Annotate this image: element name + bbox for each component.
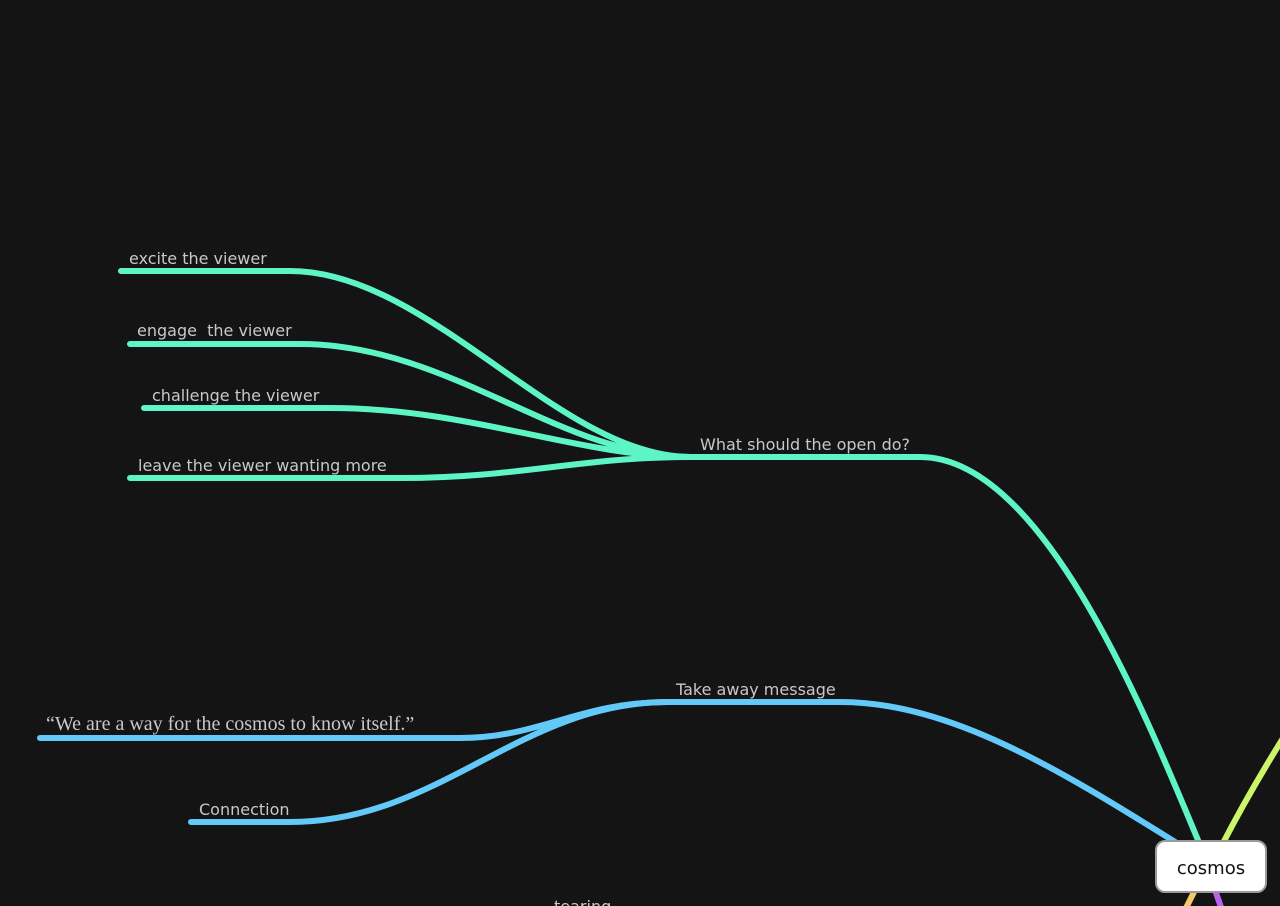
node-label[interactable]: tearing xyxy=(554,897,611,906)
branch xyxy=(665,699,1183,848)
node-label[interactable]: engage the viewer xyxy=(137,321,292,340)
node-label[interactable]: excite the viewer xyxy=(129,249,267,268)
branches xyxy=(37,268,1280,906)
branch xyxy=(188,699,671,825)
branch xyxy=(141,405,693,460)
node-label[interactable]: Connection xyxy=(199,800,290,819)
node-label[interactable]: challenge the viewer xyxy=(152,386,320,405)
branch xyxy=(687,454,1203,848)
node-label[interactable]: “We are a way for the cosmos to know its… xyxy=(46,713,414,735)
node-label[interactable]: What should the open do? xyxy=(700,435,910,454)
branch xyxy=(127,454,693,481)
branch xyxy=(118,268,693,460)
root-label[interactable]: cosmos xyxy=(1177,858,1245,879)
branch xyxy=(1219,737,1280,848)
branch xyxy=(1183,887,1198,906)
node-label[interactable]: Take away message xyxy=(675,680,836,699)
branch xyxy=(1212,887,1224,906)
root-node[interactable] xyxy=(1155,840,1267,893)
node-label[interactable]: leave the viewer wanting more xyxy=(138,456,387,475)
